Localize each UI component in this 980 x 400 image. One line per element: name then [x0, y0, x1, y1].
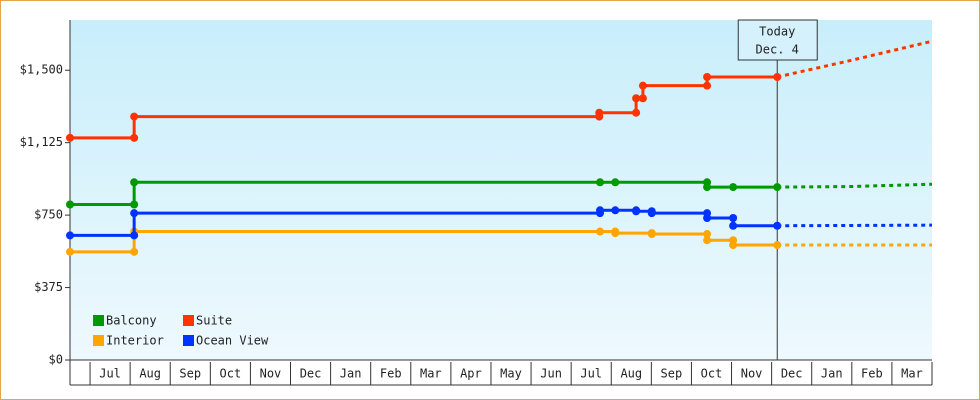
- price-marker: [130, 209, 139, 218]
- price-marker: [66, 133, 74, 142]
- series: [66, 227, 932, 256]
- price-marker: [638, 94, 647, 103]
- price-marker: [773, 221, 782, 230]
- y-tick-label: $1,500: [20, 63, 63, 77]
- x-tick-label: Nov: [741, 367, 763, 381]
- today-label: Today: [759, 25, 795, 39]
- x-tick-label: Jan: [821, 367, 843, 381]
- y-tick-label: $750: [34, 208, 63, 222]
- legend-swatch: [93, 315, 104, 326]
- x-tick-label: Oct: [701, 367, 723, 381]
- price-marker: [596, 206, 605, 215]
- price-marker: [632, 94, 641, 103]
- today-label: Dec. 4: [756, 43, 799, 57]
- legend-label: Ocean View: [196, 334, 269, 348]
- price-marker: [703, 230, 712, 239]
- price-marker: [703, 214, 712, 223]
- x-tick-label: Dec: [300, 367, 322, 381]
- price-marker: [130, 178, 139, 187]
- x-tick-label: Sep: [179, 367, 201, 381]
- legend-swatch: [183, 335, 194, 346]
- price-marker: [647, 209, 656, 218]
- price-marker: [703, 236, 712, 245]
- price-marker: [729, 221, 738, 230]
- price-marker: [595, 108, 604, 117]
- price-marker: [638, 81, 647, 90]
- y-tick-label: $0: [49, 353, 63, 367]
- x-tick-label: May: [500, 367, 522, 381]
- forecast-line: [776, 39, 933, 79]
- legend-label: Balcony: [106, 314, 157, 328]
- plot-area: [70, 20, 932, 360]
- today-box: [737, 19, 818, 61]
- price-marker: [703, 81, 712, 90]
- legend-label: Interior: [106, 334, 164, 348]
- price-marker: [729, 183, 738, 192]
- x-tick-label: Oct: [220, 367, 242, 381]
- price-marker: [130, 112, 139, 121]
- y-tick-label: $1,125: [20, 135, 63, 149]
- x-tick-label: Aug: [620, 367, 642, 381]
- x-tick-label: Feb: [861, 367, 883, 381]
- price-marker: [596, 227, 605, 236]
- x-tick-label: Jan: [340, 367, 362, 381]
- price-marker: [130, 200, 139, 209]
- price-marker: [703, 183, 712, 192]
- price-marker: [611, 178, 620, 187]
- series: [66, 39, 933, 142]
- price-marker: [647, 230, 656, 239]
- x-tick-label: Jul: [580, 367, 602, 381]
- legend-swatch: [93, 335, 104, 346]
- legend-swatch: [183, 315, 194, 326]
- price-marker: [130, 247, 139, 256]
- x-tick-label: Nov: [260, 367, 282, 381]
- price-marker: [632, 108, 641, 117]
- price-marker: [130, 231, 139, 240]
- y-tick-label: $375: [34, 280, 63, 294]
- forecast-line: [777, 223, 933, 228]
- price-marker: [729, 214, 738, 223]
- price-marker: [703, 72, 712, 81]
- x-tick-label: Mar: [420, 367, 442, 381]
- x-tick-label: Jun: [540, 367, 562, 381]
- price-marker: [632, 207, 641, 216]
- x-tick-label: Feb: [380, 367, 402, 381]
- x-tick-label: Jul: [99, 367, 121, 381]
- price-marker: [130, 133, 139, 142]
- price-marker: [729, 241, 738, 250]
- x-tick-label: Sep: [661, 367, 683, 381]
- x-tick-label: Mar: [901, 367, 923, 381]
- price-marker: [66, 200, 74, 209]
- x-tick-label: Aug: [139, 367, 161, 381]
- price-marker: [611, 206, 620, 215]
- price-marker: [773, 72, 782, 81]
- price-marker: [773, 183, 782, 192]
- price-marker: [773, 241, 782, 250]
- price-marker: [611, 229, 620, 238]
- series: [66, 178, 933, 209]
- price-marker: [66, 247, 74, 256]
- x-tick-label: Apr: [460, 367, 482, 381]
- series: [66, 206, 933, 240]
- forecast-line: [777, 182, 933, 189]
- legend-label: Suite: [196, 314, 232, 328]
- price-marker: [596, 178, 605, 187]
- x-tick-label: Dec: [781, 367, 803, 381]
- price-marker: [66, 231, 74, 240]
